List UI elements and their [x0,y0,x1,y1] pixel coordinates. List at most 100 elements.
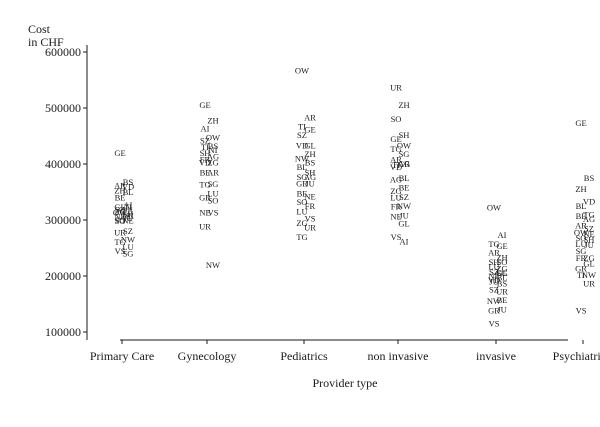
x-ticks: Primary Care Gynecology Pediatrics non inva… [90,340,600,363]
data-point-label: SZ [584,223,594,233]
y-axis-label-line2: in CHF [28,35,64,49]
x-tick-label: Gynecology [178,349,237,363]
data-point-label: NE [122,216,133,226]
data-point-label: BS [584,173,595,183]
data-point-label: SH [584,235,595,245]
data-point-label: OW [113,208,127,218]
data-point-label: AR [304,113,316,123]
data-point-label: NE [304,191,315,201]
data-point-label: AR [114,180,126,190]
data-point-label: GL [398,218,409,228]
data-point-label: NW [295,153,309,163]
data-point-label: LU [207,189,218,199]
data-point-label: TG [199,180,210,190]
data-point-label: TI [298,121,306,131]
data-point-label: BS [305,157,316,167]
data-point-label: ZH [114,185,125,195]
data-point-label: LU [390,193,401,203]
data-point-label: VD [122,181,134,191]
data-point-label: BE [399,183,410,193]
data-point-label: BL [576,201,587,211]
data-point-label: UR [583,278,595,288]
data-point-label: SZ [115,204,125,214]
data-point-label: BE [115,193,126,203]
data-point-label: ZG [496,264,507,274]
data-point-label: BL [399,173,410,183]
data-point-label: SZ [297,130,307,140]
data-point-label: OW [487,203,501,213]
data-point-label: VS [115,246,126,256]
data-point-label: SH [489,257,500,267]
data-point-label: SH [123,209,134,219]
x-tick-label: Psychiatrists [553,349,600,363]
data-point-label: SO [115,216,126,226]
data-point-label: GL [114,202,125,212]
data-point-label: SZ [399,192,409,202]
data-point-label: GL [304,141,315,151]
y-tick-label: 500000 [45,101,81,115]
data-point-label: BS [497,278,508,288]
data-point-label: SZ [200,135,210,145]
data-point-label: LU [122,242,133,252]
data-point-label: GE [304,124,315,134]
data-point-label: FR [305,201,316,211]
y-tick-label: 100000 [45,325,81,339]
data-point-label: NE [114,212,125,222]
data-point-label: NW [206,260,220,270]
data-point-label: TG [296,232,307,242]
data-point-label: GE [114,148,125,158]
data-point-label: VD [390,162,402,172]
data-point-label: BS [208,141,219,151]
data-point-label: AG [207,152,219,162]
x-tick-label: invasive [476,349,516,363]
data-point-label: JU [399,211,408,221]
data-point-label: AR [488,247,500,257]
y-axis-label-line1: Cost [28,22,51,36]
data-point-label: BE [576,211,587,221]
data-point-label: TG [390,144,401,154]
data-point-label: JU [305,179,314,189]
data-point-label: LU [488,261,499,271]
data-point-label: FR [391,202,402,212]
y-ticks: 100000 200000 300000 400000 500000 600000 [45,45,87,339]
data-point-label: SG [115,215,126,225]
data-point-label: LU [296,207,307,217]
data-point-label: JU [489,277,498,287]
data-point-label: UR [122,211,134,221]
data-point-label: AI [124,200,133,210]
y-tick-label: 400000 [45,157,81,171]
data-point-label: BE [297,189,308,199]
data-point-label: SG [576,246,587,256]
data-point-label: TI [201,142,209,152]
data-point-label: NE [390,212,401,222]
data-point-label: GE [496,241,507,251]
data-point-label: TI [124,202,132,212]
x-tick-label: non invasive [368,349,429,363]
data-point-label: SZ [489,267,499,277]
data-point-label: UR [199,222,211,232]
data-point-label: VD [296,141,308,151]
data-point-label: FR [123,205,134,215]
data-point-label: ZG [296,218,307,228]
data-point-label: JU [497,305,506,315]
data-point-label: BE [200,167,211,177]
data-point-label: GR [296,179,308,189]
data-point-label: ZG [114,207,125,217]
data-point-label: OW [574,227,588,237]
data-point-label: AG [304,172,316,182]
data-point-label: TI [392,160,400,170]
data-point-label: NI [209,145,218,155]
data-point-label: TG [488,239,499,249]
data-point-label: GR [488,306,500,316]
y-tick-label: 200000 [45,269,81,283]
data-point-label: SZ [123,226,133,236]
data-point-label: NE [488,271,499,281]
data-points: GEBSARVDZHBLBEAIGLTISZFROWSHZGURNEJUSGNE… [113,65,596,328]
data-point-label: FR [576,253,587,263]
data-point-label: LU [575,239,586,249]
data-point-label: GL [496,268,507,278]
data-point-label: GR [199,193,211,203]
data-point-label: ZH [304,149,315,159]
data-point-label: SO [297,197,308,207]
